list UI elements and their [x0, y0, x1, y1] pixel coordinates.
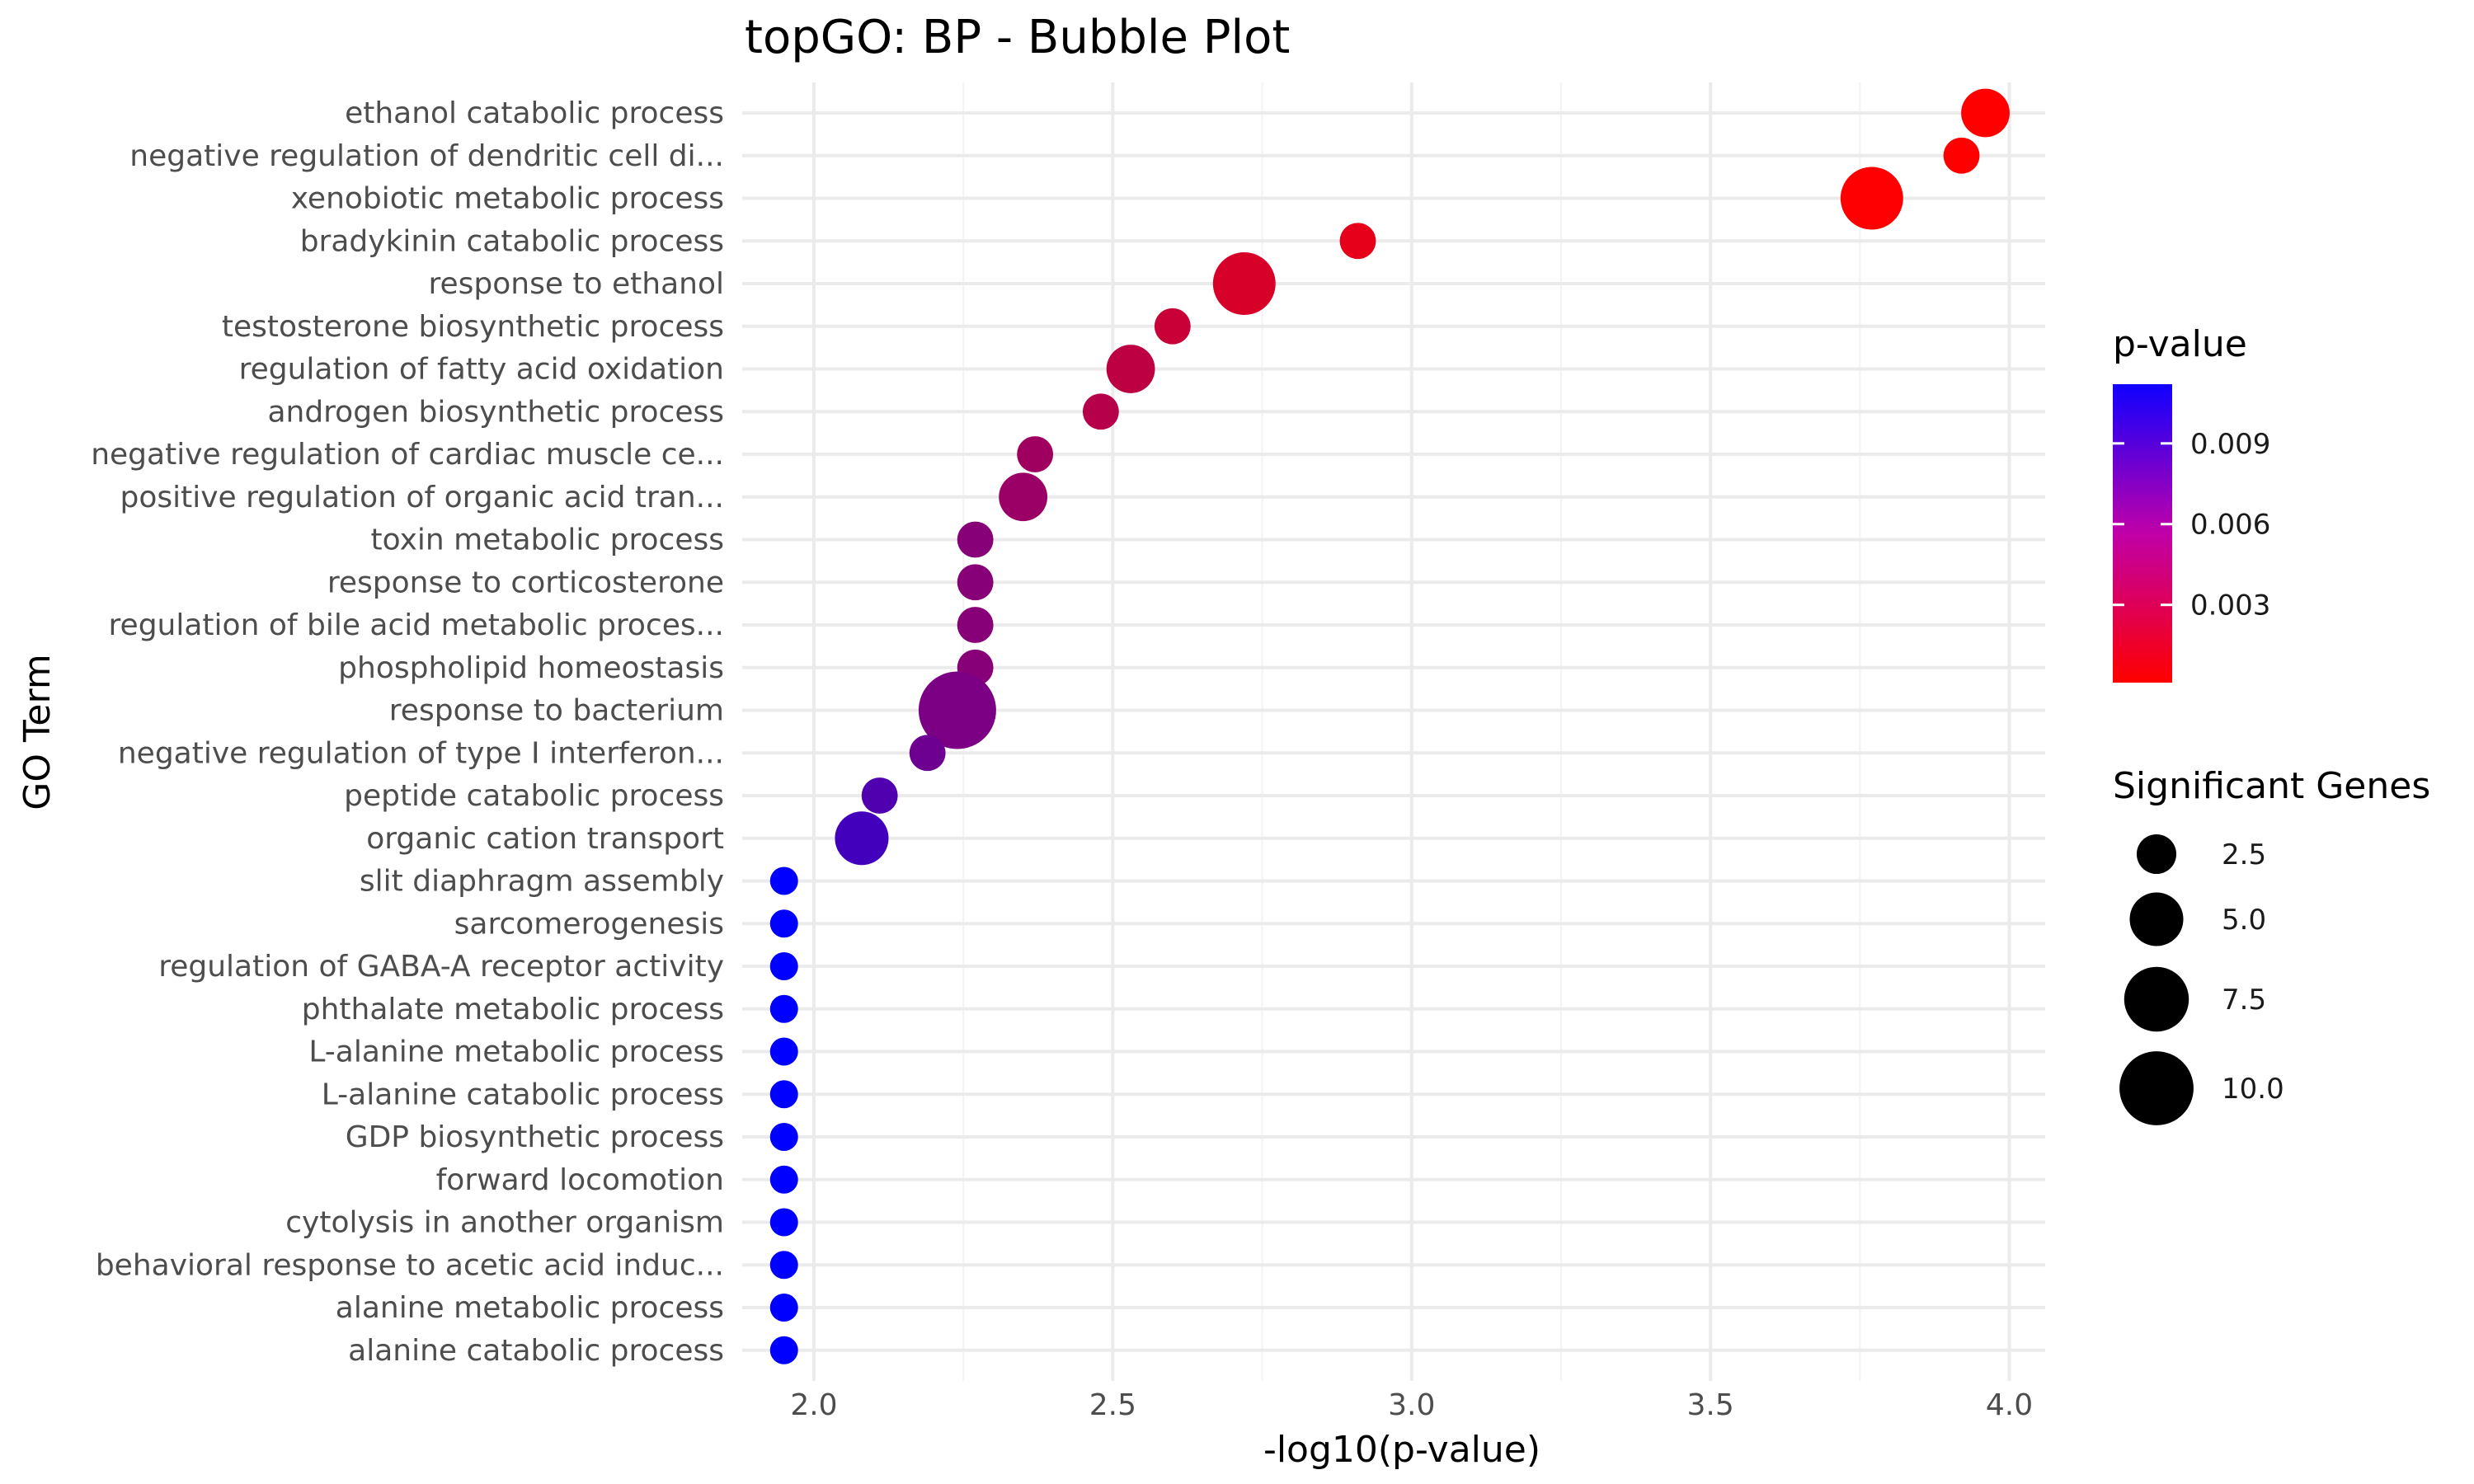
bubble-point [957, 607, 994, 643]
bubble-point [1339, 223, 1376, 260]
bubble-point [957, 521, 994, 558]
bubble-point [769, 1165, 798, 1194]
bubble-point [769, 1080, 798, 1109]
size-legend-bubble [2124, 966, 2189, 1032]
y-tick-label: GDP biosynthetic process [346, 1120, 724, 1154]
y-tick-label: negative regulation of dendritic cell di… [129, 139, 724, 173]
size-legend-bubble [2136, 834, 2177, 875]
size-legend-items: 2.5 5.0 7.5 10.0 [2119, 834, 2284, 1125]
chart-title: topGO: BP - Bubble Plot [745, 11, 1290, 64]
bubble-point [1017, 436, 1054, 472]
y-tick-label: peptide catabolic process [344, 779, 724, 813]
bubble-point [769, 1037, 798, 1066]
size-legend-title: Significant Genes [2113, 765, 2430, 807]
bubble-point [769, 1294, 798, 1322]
y-tick-label: regulation of GABA-A receptor activity [158, 950, 724, 984]
color-legend-label: 0.009 [2190, 428, 2270, 461]
bubble-point [769, 1123, 798, 1151]
plot-grid [742, 82, 2045, 1381]
y-tick-label: L-alanine catabolic process [322, 1078, 724, 1111]
color-legend-label: 0.006 [2190, 509, 2270, 542]
bubble-point [835, 811, 889, 866]
bubble-point [918, 671, 996, 749]
y-tick-label: toxin metabolic process [371, 524, 724, 557]
y-tick-label: negative regulation of cardiac muscle ce… [91, 438, 724, 472]
size-legend: Significant Genes 2.5 5.0 7.5 10.0 [2113, 765, 2430, 1125]
x-axis-tick-labels: 2.0 2.5 3.0 3.5 4.0 [790, 1388, 2033, 1422]
y-tick-label: bradykinin catabolic process [300, 224, 724, 258]
bubble-point [1212, 252, 1276, 315]
color-legend: p-value 0.009 0.006 0.003 [2113, 323, 2270, 683]
color-legend-bar [2113, 384, 2172, 683]
y-tick-label: androgen biosynthetic process [267, 395, 724, 429]
bubble-point [1943, 137, 1980, 174]
y-tick-label: organic cation transport [366, 822, 724, 856]
bubble-point [1840, 167, 1903, 230]
y-tick-label: sarcomerogenesis [454, 907, 724, 941]
color-legend-label: 0.003 [2190, 589, 2270, 622]
color-legend-ticks: 0.009 0.006 0.003 [2113, 428, 2270, 622]
y-tick-label: regulation of bile acid metabolic proces… [109, 608, 724, 642]
y-tick-label: ethanol catabolic process [345, 96, 724, 130]
size-legend-bubble [2129, 892, 2184, 946]
x-tick-label: 2.5 [1089, 1388, 1136, 1422]
y-tick-label: phospholipid homeostasis [338, 651, 724, 685]
y-tick-label: L-alanine metabolic process [308, 1036, 724, 1069]
size-legend-label: 2.5 [2222, 838, 2266, 871]
y-tick-label: behavioral response to acetic acid induc… [96, 1248, 724, 1282]
y-tick-label: response to corticosterone [327, 566, 724, 599]
bubble-point [1082, 393, 1119, 430]
bubble-point [1961, 88, 2010, 138]
bubble-point [1154, 308, 1191, 345]
y-tick-label: regulation of fatty acid oxidation [239, 353, 724, 387]
x-tick-label: 2.0 [790, 1388, 837, 1422]
x-tick-label: 3.5 [1686, 1388, 1733, 1422]
bubble-point [957, 564, 994, 601]
size-legend-label: 10.0 [2222, 1073, 2284, 1106]
y-axis-title: GO Term [16, 654, 59, 810]
x-tick-label: 3.0 [1388, 1388, 1435, 1422]
bubble-point [769, 994, 798, 1023]
bubble-point [769, 909, 798, 938]
y-tick-label: alanine metabolic process [336, 1291, 724, 1325]
y-tick-label: forward locomotion [436, 1163, 724, 1197]
y-tick-label: cytolysis in another organism [285, 1206, 724, 1240]
y-tick-label: response to ethanol [428, 267, 724, 301]
x-axis-title: -log10(p-value) [1263, 1429, 1540, 1471]
bubble-point [999, 472, 1048, 522]
y-tick-label: positive regulation of organic acid tran… [120, 481, 724, 514]
bubble-point [909, 735, 946, 772]
y-axis-tick-labels: ethanol catabolic process negative regula… [91, 96, 724, 1368]
y-tick-label: response to bacterium [389, 694, 724, 728]
size-legend-label: 5.0 [2222, 904, 2266, 937]
y-tick-label: alanine catabolic process [348, 1334, 724, 1368]
y-tick-label: xenobiotic metabolic process [291, 182, 724, 216]
bubble-point [769, 1208, 798, 1237]
y-tick-label: testosterone biosynthetic process [222, 310, 724, 344]
color-legend-title: p-value [2113, 323, 2247, 365]
x-tick-label: 4.0 [1986, 1388, 2033, 1422]
y-tick-label: phthalate metabolic process [302, 993, 724, 1026]
bubble-point [769, 866, 798, 895]
bubble-point [769, 1251, 798, 1280]
y-tick-label: negative regulation of type I interferon… [118, 736, 724, 770]
bubble-point [861, 777, 898, 814]
y-tick-label: slit diaphragm assembly [360, 865, 724, 899]
bubble-layer [769, 88, 2010, 1364]
size-legend-bubble [2119, 1051, 2194, 1125]
size-legend-label: 7.5 [2222, 984, 2266, 1017]
bubble-point [769, 1336, 798, 1364]
bubble-point [769, 952, 798, 980]
bubble-point [1106, 345, 1155, 393]
